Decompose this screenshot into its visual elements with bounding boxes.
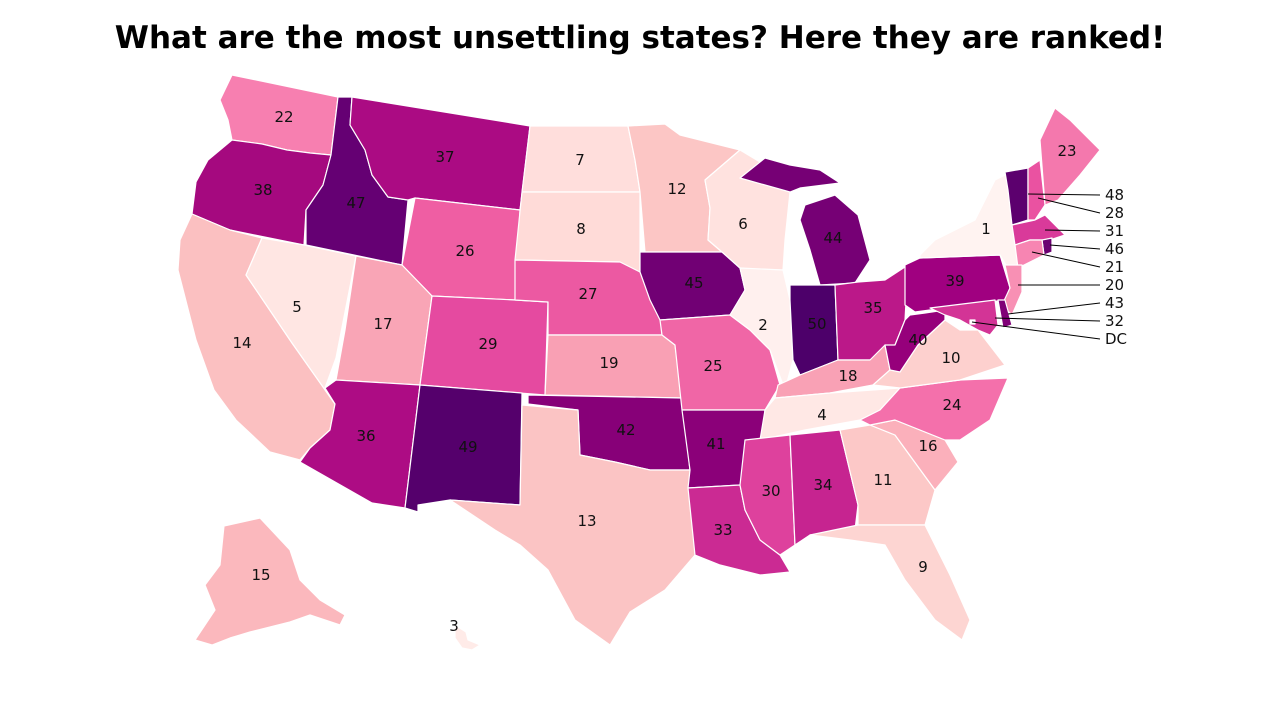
rank-label-ga: 11	[873, 471, 892, 489]
state-fl	[809, 524, 971, 641]
rank-label-me: 23	[1057, 142, 1076, 160]
rank-label-mt: 37	[435, 148, 454, 166]
rank-label-oh: 35	[863, 299, 882, 317]
rank-label-ky: 18	[838, 367, 857, 385]
callout-label-dc: DC	[1105, 330, 1127, 348]
callout-label-vt: 48	[1105, 186, 1124, 204]
rank-label-nd: 7	[575, 151, 585, 169]
callout-label-nh: 28	[1105, 204, 1124, 222]
rank-label-hi: 3	[449, 617, 459, 635]
rank-label-nv: 5	[292, 298, 302, 316]
callout-label-nj: 20	[1105, 276, 1124, 294]
state-me	[1039, 107, 1101, 206]
rank-label-nm: 49	[458, 438, 477, 456]
map-title: What are the most unsettling states? Her…	[114, 20, 1166, 56]
state-hi	[454, 624, 481, 651]
rank-label-va: 10	[941, 349, 960, 367]
callout-line-md	[994, 317, 1101, 322]
callout-line-ri	[1049, 244, 1101, 250]
rank-label-ak: 15	[251, 566, 270, 584]
state-il	[729, 267, 794, 391]
state-md	[929, 299, 999, 336]
callout-label-ma: 31	[1105, 222, 1124, 240]
rank-label-wy: 26	[455, 242, 474, 260]
rank-label-wi: 6	[738, 215, 748, 233]
rank-label-nc: 24	[942, 396, 961, 414]
rank-label-or: 38	[253, 181, 272, 199]
state-co	[419, 295, 549, 396]
state-nh	[1027, 159, 1046, 221]
rank-labels-layer: 2238144753726173629497827194213124525413…	[232, 108, 1076, 635]
rank-label-fl: 9	[918, 558, 928, 576]
rank-label-id: 47	[346, 194, 365, 212]
rank-label-ne: 27	[578, 285, 597, 303]
rank-label-tx: 13	[577, 512, 596, 530]
rank-label-ks: 19	[599, 354, 618, 372]
rank-label-ok: 42	[616, 421, 635, 439]
callout-line-ma	[1044, 229, 1101, 232]
rank-label-pa: 39	[945, 272, 964, 290]
rank-label-in: 50	[807, 315, 826, 333]
callout-line-ct	[1031, 251, 1101, 268]
rank-label-wa: 22	[274, 108, 293, 126]
callout-line-nh	[1037, 197, 1101, 214]
rank-label-mo: 25	[703, 357, 722, 375]
rank-label-ia: 45	[684, 274, 703, 292]
rank-label-mn: 12	[667, 180, 686, 198]
state-tx	[449, 404, 696, 646]
callout-label-md: 32	[1105, 312, 1124, 330]
state-nc	[859, 377, 1009, 441]
callout-line-de	[1007, 302, 1101, 315]
rank-label-ny: 1	[981, 220, 991, 238]
rank-label-ca: 14	[232, 334, 251, 352]
rank-label-mi: 44	[823, 229, 842, 247]
state-vt	[1004, 167, 1029, 226]
rank-label-ms: 30	[761, 482, 780, 500]
rank-label-az: 36	[356, 427, 375, 445]
rank-label-tn: 4	[817, 406, 827, 424]
state-nj	[1001, 264, 1023, 316]
rank-label-ut: 17	[373, 315, 392, 333]
callout-label-de: 43	[1105, 294, 1124, 312]
rank-label-ar: 41	[706, 435, 725, 453]
callout-label-ct: 21	[1105, 258, 1124, 276]
rank-label-al: 34	[813, 476, 832, 494]
callout-label-ri: 46	[1105, 240, 1124, 258]
state-ak	[194, 517, 346, 646]
callout-line-vt	[1027, 193, 1101, 196]
rank-label-wv: 40	[908, 331, 927, 349]
rank-label-co: 29	[478, 335, 497, 353]
rank-label-sc: 16	[918, 437, 937, 455]
rank-label-il: 2	[758, 316, 768, 334]
rank-label-sd: 8	[576, 220, 586, 238]
states-layer	[177, 74, 1101, 651]
rank-label-la: 33	[713, 521, 732, 539]
callout-line-dc	[971, 321, 1101, 340]
